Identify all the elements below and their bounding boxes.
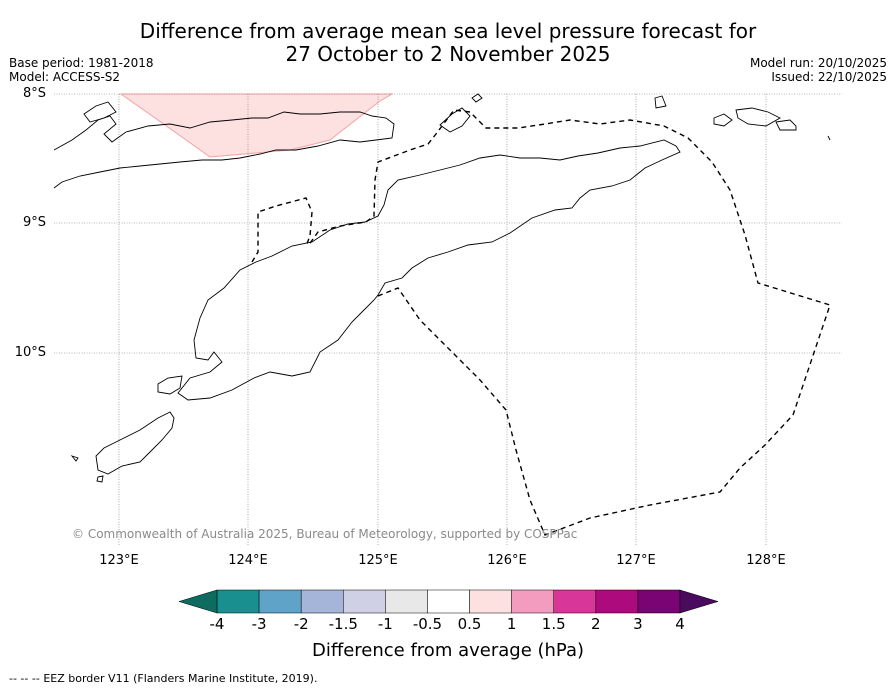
north-island-small bbox=[827, 135, 831, 141]
lon-label: 126°E bbox=[487, 553, 527, 568]
eez-border bbox=[251, 109, 831, 536]
eez-legend-symbol: -- -- -- bbox=[9, 672, 40, 685]
colorbar-box bbox=[637, 589, 681, 614]
rote-island bbox=[95, 411, 175, 475]
colorbar-box bbox=[595, 589, 639, 614]
colorbar-boxes bbox=[216, 589, 681, 614]
north-island-small bbox=[775, 119, 797, 131]
eez-note: EEZ border V11 (Flanders Marine Institut… bbox=[43, 672, 318, 685]
colorbar-box bbox=[216, 589, 260, 614]
lon-label: 128°E bbox=[746, 553, 786, 568]
lon-label: 123°E bbox=[99, 553, 139, 568]
model-name: Model: ACCESS-S2 bbox=[9, 70, 121, 84]
colorbar-box bbox=[553, 589, 597, 614]
north-islands bbox=[53, 111, 395, 189]
colorbar-tick-label: -1 bbox=[377, 615, 393, 633]
issued-date: Issued: 22/10/2025 bbox=[771, 70, 887, 84]
colorbar-box bbox=[258, 589, 302, 614]
colorbar-tick-label: 2 bbox=[591, 615, 601, 633]
lat-label: 9°S bbox=[22, 215, 46, 230]
colorbar-label: Difference from average (hPa) bbox=[311, 640, 585, 661]
meta-left: Base period: 1981-2018 Model: ACCESS-S2 bbox=[9, 56, 154, 84]
colorbar-box bbox=[385, 589, 428, 614]
colorbar-tick-label: 3 bbox=[633, 615, 643, 633]
north-island-small bbox=[713, 113, 733, 127]
copyright-notice: © Commonwealth of Australia 2025, Bureau… bbox=[72, 527, 578, 541]
small-island bbox=[70, 455, 79, 462]
base-period: Base period: 1981-2018 bbox=[9, 56, 154, 70]
colorbar-tick-label: 0.5 bbox=[457, 615, 482, 633]
footer-legend: -- -- -- EEZ border V11 (Flanders Marine… bbox=[9, 672, 317, 685]
title-line-2: 27 October to 2 November 2025 bbox=[285, 42, 611, 66]
north-island-small bbox=[654, 95, 667, 109]
colorbar-tick-label: -3 bbox=[251, 615, 267, 633]
north-island-small bbox=[439, 107, 471, 133]
colorbar-tick-label: -4 bbox=[209, 615, 225, 633]
north-island-small bbox=[83, 101, 117, 123]
colorbar-box bbox=[300, 589, 344, 614]
lon-label: 124°E bbox=[228, 553, 268, 568]
small-island bbox=[96, 475, 104, 483]
colorbar-over-arrow bbox=[679, 589, 719, 614]
colorbar-box bbox=[427, 589, 470, 614]
eez-oecusse bbox=[251, 197, 313, 263]
gridlines bbox=[54, 93, 842, 545]
lon-label: 125°E bbox=[358, 553, 398, 568]
colorbar-tick-label: 1.5 bbox=[541, 615, 566, 633]
small-island bbox=[157, 375, 183, 395]
meta-right: Model run: 20/10/2025 Issued: 22/10/2025 bbox=[750, 56, 887, 84]
lat-label: 10°S bbox=[14, 345, 46, 360]
colorbar-tick-label: -1.5 bbox=[328, 615, 358, 633]
anomaly-region bbox=[119, 93, 394, 158]
north-island-small bbox=[735, 107, 781, 127]
colorbar-box bbox=[469, 589, 512, 614]
lat-label: 8°S bbox=[22, 86, 46, 101]
colorbar-tick-label: 4 bbox=[675, 615, 685, 633]
colorbar-box bbox=[511, 589, 554, 614]
timor-island bbox=[177, 139, 681, 401]
north-island-small bbox=[471, 93, 483, 103]
colorbar-tick-label: -2 bbox=[293, 615, 309, 633]
colorbar-tick-label: 1 bbox=[506, 615, 517, 633]
colorbar-under-arrow bbox=[178, 589, 218, 614]
lon-label: 127°E bbox=[616, 553, 656, 568]
coastlines bbox=[53, 93, 831, 483]
eez-timor-leste bbox=[307, 109, 831, 536]
colorbar-tick-label: -0.5 bbox=[412, 615, 443, 633]
colorbar-box bbox=[343, 589, 386, 614]
title-line-1: Difference from average mean sea level p… bbox=[139, 19, 757, 43]
model-run: Model run: 20/10/2025 bbox=[749, 56, 887, 70]
